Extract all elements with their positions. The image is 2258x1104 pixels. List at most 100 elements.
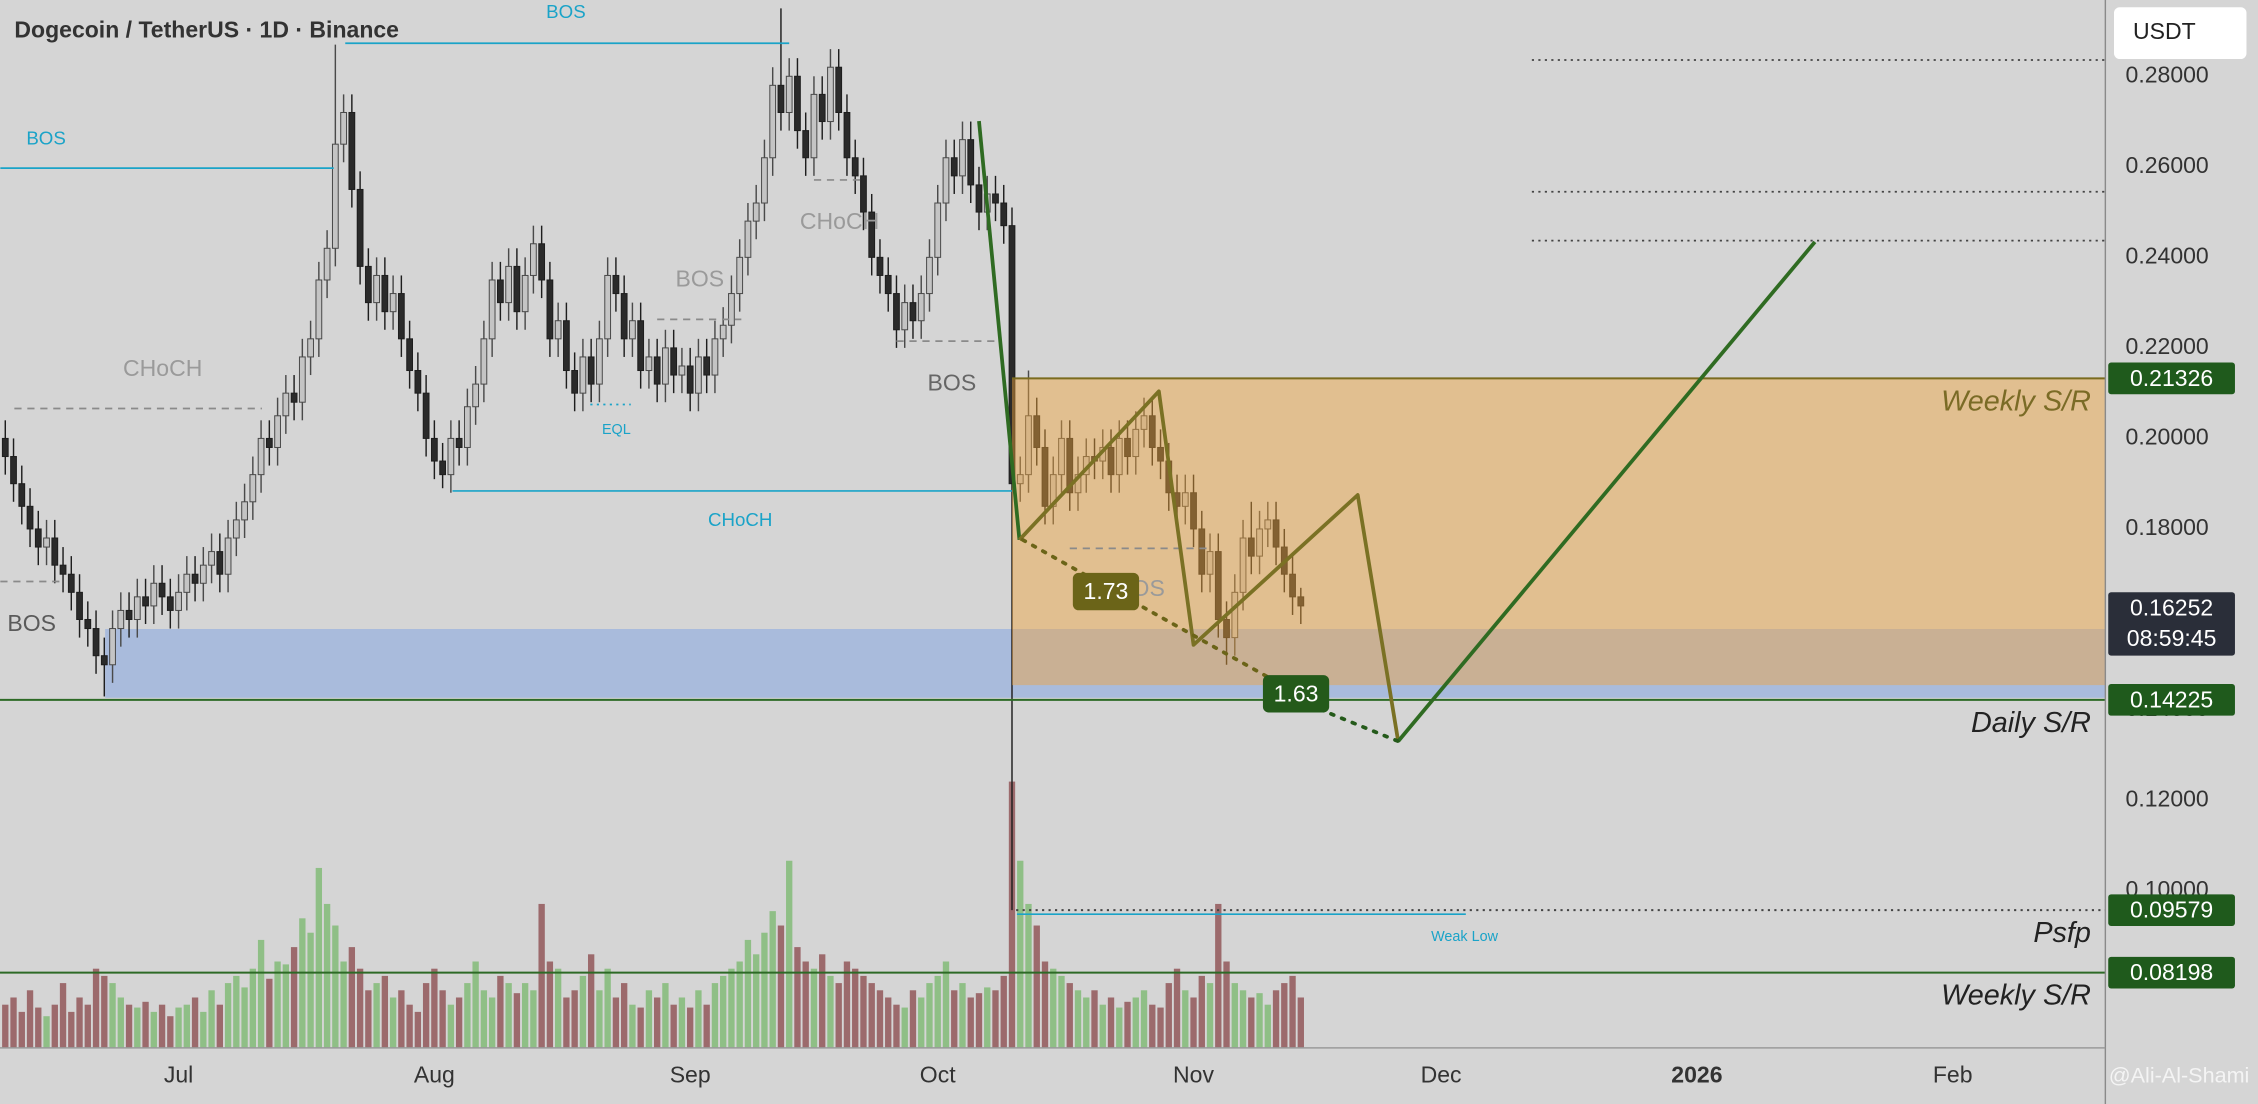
candle-body	[92, 628, 100, 657]
structure-label: Weak Low	[1431, 929, 1498, 945]
candle-body	[307, 338, 314, 358]
volume-bar	[1083, 997, 1090, 1048]
candle-body	[340, 111, 347, 145]
candle-body	[1198, 528, 1206, 575]
volume-bar	[1272, 990, 1280, 1048]
volume-bar	[26, 990, 34, 1048]
volume-bar	[323, 903, 331, 1048]
volume-bar	[975, 993, 983, 1048]
candle-body	[364, 265, 372, 304]
volume-bar	[1264, 1004, 1271, 1048]
volume-bar	[1165, 983, 1172, 1048]
candle-body	[109, 628, 116, 666]
volume-bar	[167, 1016, 174, 1048]
candle-body	[934, 202, 942, 258]
candle-body	[686, 365, 694, 394]
volume-bar	[59, 983, 67, 1048]
volume-bar	[1215, 903, 1222, 1048]
candle-body	[480, 338, 488, 385]
volume-bar	[1239, 990, 1247, 1048]
y-tick-label: 0.24000	[2126, 242, 2209, 268]
candle-body	[315, 279, 323, 340]
volume-bar	[109, 983, 116, 1048]
candle-body	[1264, 519, 1272, 530]
price-badge	[2108, 956, 2235, 989]
candle-body	[794, 75, 801, 132]
candle-body	[868, 211, 876, 258]
volume-bar	[1041, 961, 1049, 1048]
y-tick-label: 0.20000	[2126, 424, 2209, 450]
candle-body	[125, 609, 133, 620]
volume-bar	[175, 1007, 182, 1048]
y-tick-label: 0.26000	[2126, 152, 2209, 178]
candle-body	[678, 365, 686, 376]
candle-body	[257, 437, 265, 476]
volume-bar	[134, 1007, 141, 1048]
volume-bar	[1107, 997, 1115, 1048]
volume-bar	[183, 1004, 190, 1048]
volume-bar	[315, 867, 323, 1048]
volume-bar	[68, 1011, 75, 1048]
volume-bar	[794, 947, 801, 1048]
candle-body	[348, 111, 356, 190]
candle-body	[1206, 551, 1214, 575]
pattern-line	[977, 120, 1022, 541]
volume-bar	[142, 1001, 149, 1048]
volume-bar	[266, 978, 273, 1048]
currency-label[interactable]: USDT	[2133, 18, 2196, 44]
volume-bar	[406, 1004, 413, 1048]
zone	[1011, 378, 2106, 686]
structure-label: BOS	[7, 610, 56, 636]
projection-label: 1.63	[1274, 680, 1319, 706]
candle-body	[926, 256, 933, 295]
volume-bar	[43, 1016, 50, 1048]
currency-button[interactable]	[2113, 7, 2247, 60]
candle-body	[439, 460, 447, 476]
candle-body	[290, 392, 298, 403]
y-tick-label: 0.28000	[2126, 61, 2209, 87]
price-badge	[2108, 684, 2235, 716]
volume-bar	[530, 990, 537, 1048]
candle-body	[1272, 519, 1280, 548]
volume-bar	[84, 1004, 91, 1048]
volume-bar	[1190, 997, 1197, 1048]
candle-body	[744, 220, 752, 258]
candle-body	[810, 93, 818, 159]
pattern-line	[1396, 240, 1817, 743]
volume-bar	[10, 997, 17, 1048]
candle-body	[26, 505, 34, 530]
candle-body	[298, 356, 306, 403]
candle-body	[241, 501, 248, 521]
volume-bar	[876, 990, 884, 1048]
candle-body	[629, 320, 636, 340]
volume-bar	[604, 968, 611, 1048]
candle-body	[472, 383, 480, 408]
volume-bar	[1198, 975, 1205, 1048]
candle-body	[117, 609, 125, 630]
projection-line	[1020, 537, 1269, 679]
candle-body	[150, 582, 158, 607]
volume-bar	[901, 1007, 908, 1048]
volume-bar	[1033, 925, 1040, 1048]
x-tick-label: Sep	[670, 1062, 711, 1088]
volume-bar	[1124, 1001, 1131, 1048]
volume-bar	[447, 1004, 455, 1048]
volume-bar	[431, 968, 438, 1048]
structure-label: CHoCH	[123, 355, 202, 381]
candle-body	[381, 274, 389, 313]
volume-bar	[909, 990, 917, 1048]
y-tick-label: 0.18000	[2126, 514, 2209, 540]
volume-bar	[744, 939, 752, 1048]
volume-bar	[464, 983, 471, 1048]
volume-bar	[274, 961, 281, 1048]
candle-body	[637, 320, 645, 372]
volume-bar	[224, 983, 232, 1048]
volume-bar	[117, 997, 124, 1048]
x-tick-label: Aug	[414, 1062, 455, 1088]
structure-label: BOS	[546, 1, 586, 22]
volume-bar	[670, 1004, 677, 1048]
candle-body	[1148, 415, 1156, 448]
y-tick-label: 0.22000	[2126, 333, 2209, 359]
candle-body	[530, 243, 537, 276]
